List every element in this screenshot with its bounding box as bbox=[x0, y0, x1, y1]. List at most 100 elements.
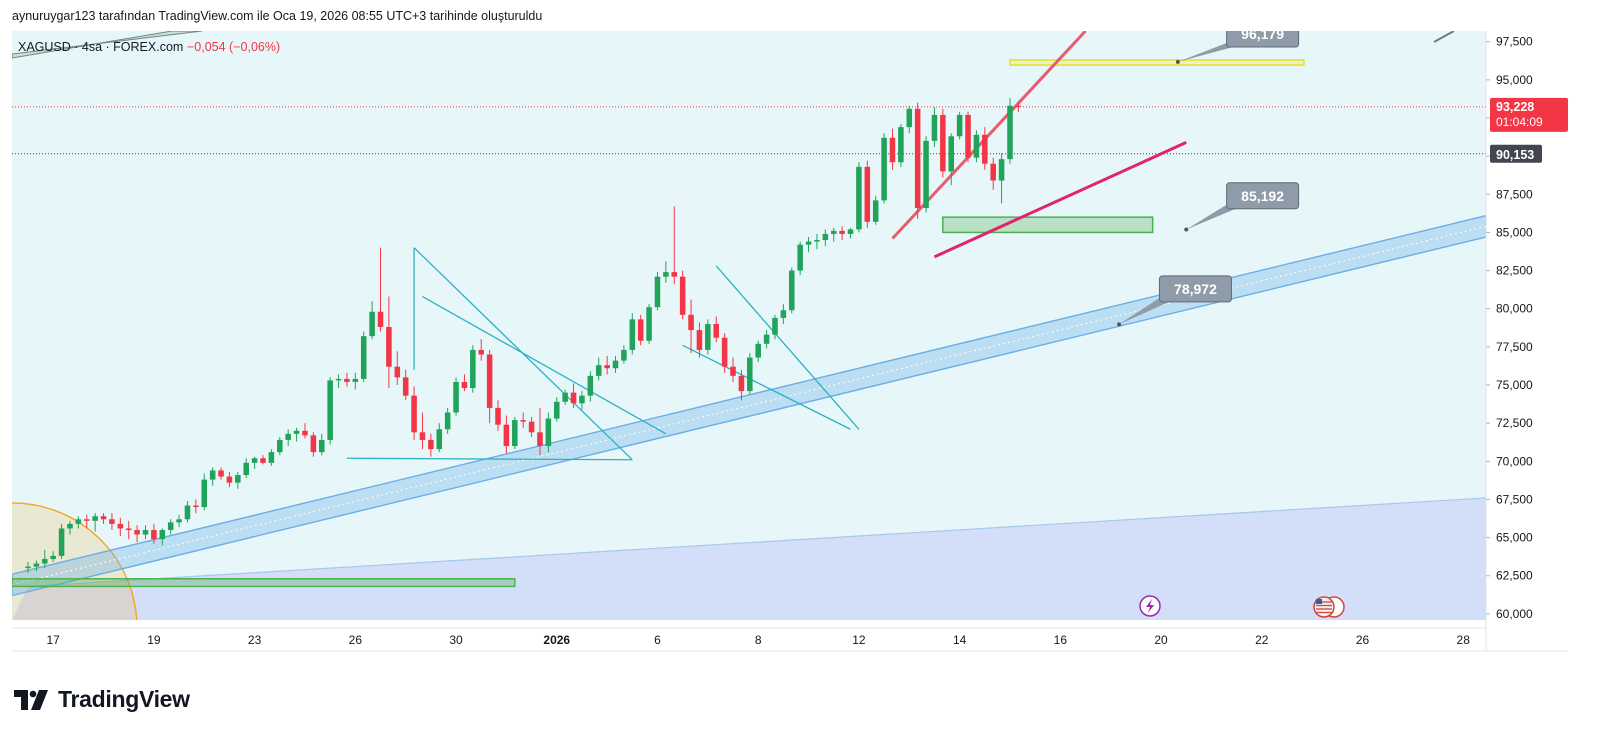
x-tick-label: 6 bbox=[654, 633, 661, 647]
x-tick-label: 2026 bbox=[543, 633, 570, 647]
candle bbox=[612, 356, 619, 373]
candle-body bbox=[562, 392, 568, 402]
price-callout-1[interactable]: 78,972 bbox=[1117, 275, 1232, 327]
drawings-layer[interactable] bbox=[12, 31, 1486, 597]
candle-body bbox=[906, 108, 913, 128]
candle-body bbox=[352, 378, 359, 382]
event-flash-icon[interactable] bbox=[1139, 595, 1161, 617]
y-tick-label: 77,500 bbox=[1496, 340, 1533, 354]
x-tick-label: 17 bbox=[46, 633, 60, 647]
wedge-lower-line[interactable] bbox=[933, 141, 1187, 259]
candle bbox=[705, 319, 711, 355]
brand-logo[interactable]: TradingView bbox=[14, 686, 190, 713]
y-tick-label: 80,000 bbox=[1496, 302, 1533, 316]
candle-body bbox=[444, 412, 451, 430]
event-us-flag-icon[interactable] bbox=[1313, 596, 1345, 618]
flash-icon bbox=[1146, 599, 1154, 613]
reference-price-badge bbox=[1490, 144, 1542, 163]
price-callout-0[interactable]: 85,192 bbox=[1184, 182, 1300, 232]
candle bbox=[763, 330, 770, 349]
candle bbox=[721, 333, 728, 373]
y-tick-label: 82,500 bbox=[1496, 264, 1533, 278]
symbol-legend[interactable]: XAGUSD · 4sa · FOREX.com −0,054 (−0,06%) bbox=[18, 40, 280, 54]
callouts-layer[interactable]: 85,192 78,972 96,179 bbox=[1117, 21, 1455, 327]
y-tick-label: 60,000 bbox=[1496, 607, 1533, 621]
candle-body bbox=[621, 349, 627, 361]
candle-body bbox=[503, 424, 510, 447]
candle bbox=[176, 514, 182, 527]
callout-anchor bbox=[1117, 322, 1122, 327]
candle bbox=[663, 261, 669, 283]
x-tick-label: 26 bbox=[349, 633, 363, 647]
candle-body bbox=[411, 395, 417, 433]
candle bbox=[167, 519, 174, 535]
candle bbox=[293, 427, 300, 442]
support-zone-low[interactable] bbox=[12, 578, 516, 588]
candle bbox=[755, 340, 761, 363]
candle bbox=[92, 513, 98, 532]
candle bbox=[881, 133, 887, 204]
candle-body bbox=[847, 229, 854, 234]
triangle-2-diagonal[interactable] bbox=[715, 265, 860, 430]
candle-body bbox=[142, 529, 149, 535]
candle bbox=[604, 356, 610, 375]
candle-body bbox=[721, 337, 728, 367]
candle-body bbox=[184, 505, 191, 520]
candle-body bbox=[478, 349, 484, 355]
candle bbox=[562, 389, 568, 405]
candle-body bbox=[755, 343, 761, 358]
arrow-drawing-fragment[interactable] bbox=[1433, 31, 1455, 43]
y-tick-label: 62,500 bbox=[1496, 569, 1533, 583]
top-left-drawing bbox=[12, 31, 203, 59]
candle-body bbox=[117, 523, 124, 529]
triangle-2-upper[interactable] bbox=[682, 344, 851, 430]
candle-body bbox=[1015, 105, 1022, 107]
callout-anchor bbox=[1175, 59, 1180, 64]
triangle-1-upper[interactable] bbox=[422, 295, 667, 435]
candle-body bbox=[856, 166, 862, 230]
candle-body bbox=[940, 114, 946, 172]
candle bbox=[982, 127, 988, 170]
axes-layer[interactable]: 97,50095,00092,50090,00087,50085,00082,5… bbox=[12, 31, 1568, 652]
candle-body bbox=[83, 519, 90, 521]
candle-body bbox=[386, 327, 392, 367]
candle bbox=[478, 339, 484, 361]
candle bbox=[696, 322, 703, 358]
candle bbox=[260, 455, 266, 465]
candle bbox=[243, 458, 249, 479]
x-tick-label: 8 bbox=[755, 633, 762, 647]
triangle-1-base[interactable] bbox=[346, 457, 633, 461]
candle bbox=[906, 105, 913, 134]
candle bbox=[847, 227, 854, 239]
candle-body bbox=[293, 430, 300, 434]
brand-name: TradingView bbox=[58, 686, 190, 712]
candle bbox=[193, 499, 199, 514]
candle bbox=[738, 369, 745, 401]
candle-body bbox=[495, 407, 501, 425]
candle-body bbox=[209, 470, 216, 480]
candle-body bbox=[839, 230, 845, 234]
candle-body bbox=[1007, 105, 1013, 160]
candle bbox=[713, 316, 720, 343]
price-callout-2[interactable]: 96,179 bbox=[1175, 21, 1300, 64]
candle-body bbox=[923, 140, 929, 209]
candle-body bbox=[898, 127, 904, 163]
candle bbox=[369, 301, 375, 340]
candle-body bbox=[730, 366, 736, 376]
candle bbox=[58, 523, 65, 559]
support-zone-high[interactable] bbox=[942, 216, 1154, 234]
target-zone[interactable] bbox=[1008, 58, 1305, 66]
reference-price-label[interactable]: 90,153 bbox=[1490, 144, 1542, 163]
fib-arc[interactable] bbox=[0, 502, 138, 733]
candle bbox=[461, 374, 468, 392]
rising-channel[interactable] bbox=[12, 214, 1486, 597]
candle bbox=[360, 331, 367, 382]
candle-body bbox=[260, 458, 266, 463]
candle bbox=[159, 528, 166, 546]
candle bbox=[646, 304, 652, 344]
candle-body bbox=[25, 566, 31, 569]
candle-body bbox=[302, 430, 308, 436]
candle-body bbox=[570, 392, 577, 404]
